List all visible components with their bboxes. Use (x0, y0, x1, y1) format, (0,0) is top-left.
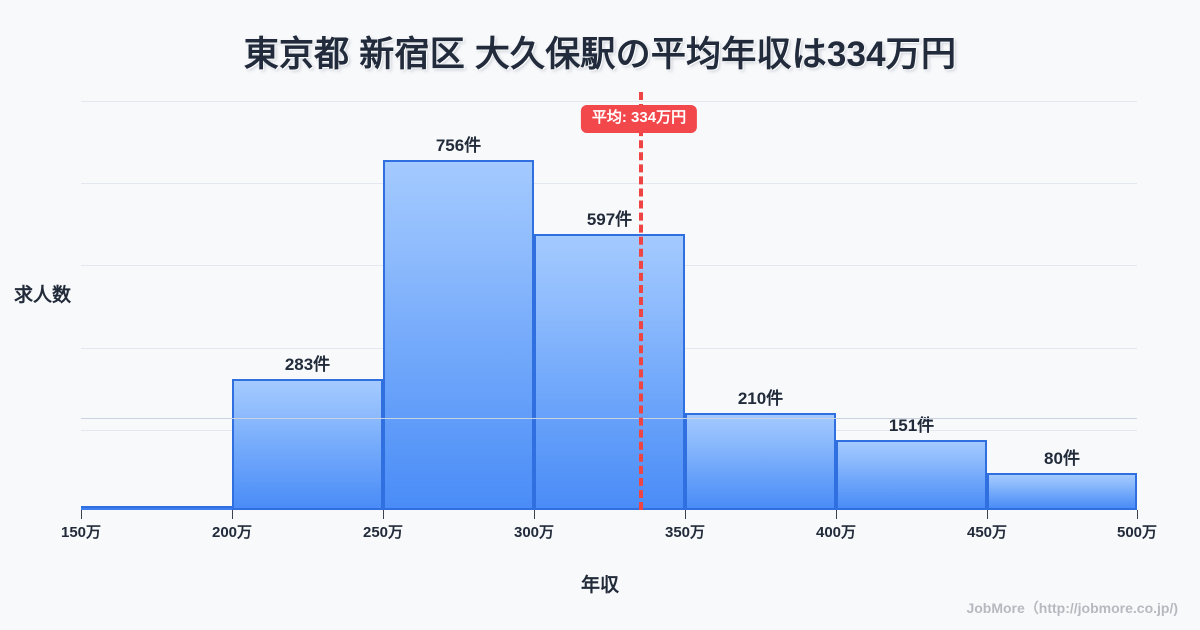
bar-value-label: 210件 (737, 389, 784, 408)
bar (383, 160, 534, 510)
bar-value-label: 151件 (888, 416, 935, 435)
x-axis-baseline (81, 418, 1137, 419)
bar-value-label: 80件 (1044, 449, 1080, 468)
bar-value-label: 597件 (586, 210, 633, 229)
gridline (81, 183, 1137, 184)
bar (987, 473, 1137, 510)
x-axis-tick (232, 510, 233, 519)
mean-line (639, 92, 643, 510)
gridline (81, 101, 1137, 102)
bar (836, 440, 987, 510)
mean-value-badge: 平均: 334万円 (580, 105, 698, 133)
bar (232, 379, 383, 510)
page-title: 東京都 新宿区 大久保駅の平均年収は334万円 (243, 35, 957, 74)
x-axis-tick (685, 510, 686, 519)
bar (81, 506, 232, 510)
x-axis-tick (987, 510, 988, 519)
bar (534, 234, 685, 510)
x-axis-tick-label: 400万 (815, 524, 857, 541)
bar-value-label: 756件 (435, 136, 482, 155)
plot-area: 283件 756件 597件 210件 151件 80件 (81, 92, 1137, 510)
x-axis-tick-label: 200万 (211, 524, 253, 541)
watermark-credit: JobMore（http://jobmore.co.jp/) (966, 600, 1178, 616)
x-axis-tick (81, 510, 82, 519)
x-axis-tick (383, 510, 384, 519)
x-axis-tick-label: 250万 (362, 524, 404, 541)
x-axis-tick (836, 510, 837, 519)
x-axis-title: 年収 (580, 575, 619, 596)
y-axis-title: 求人数 (14, 285, 72, 306)
x-axis-tick-label: 300万 (513, 524, 555, 541)
bar (685, 413, 836, 510)
x-axis-tick-label: 150万 (60, 524, 102, 541)
x-axis-tick (1137, 510, 1138, 519)
x-axis-tick-label: 500万 (1116, 524, 1158, 541)
x-axis-tick-label: 450万 (966, 524, 1008, 541)
x-axis-tick (534, 510, 535, 519)
bar-value-label: 283件 (284, 355, 331, 374)
x-axis-tick-label: 350万 (664, 524, 706, 541)
